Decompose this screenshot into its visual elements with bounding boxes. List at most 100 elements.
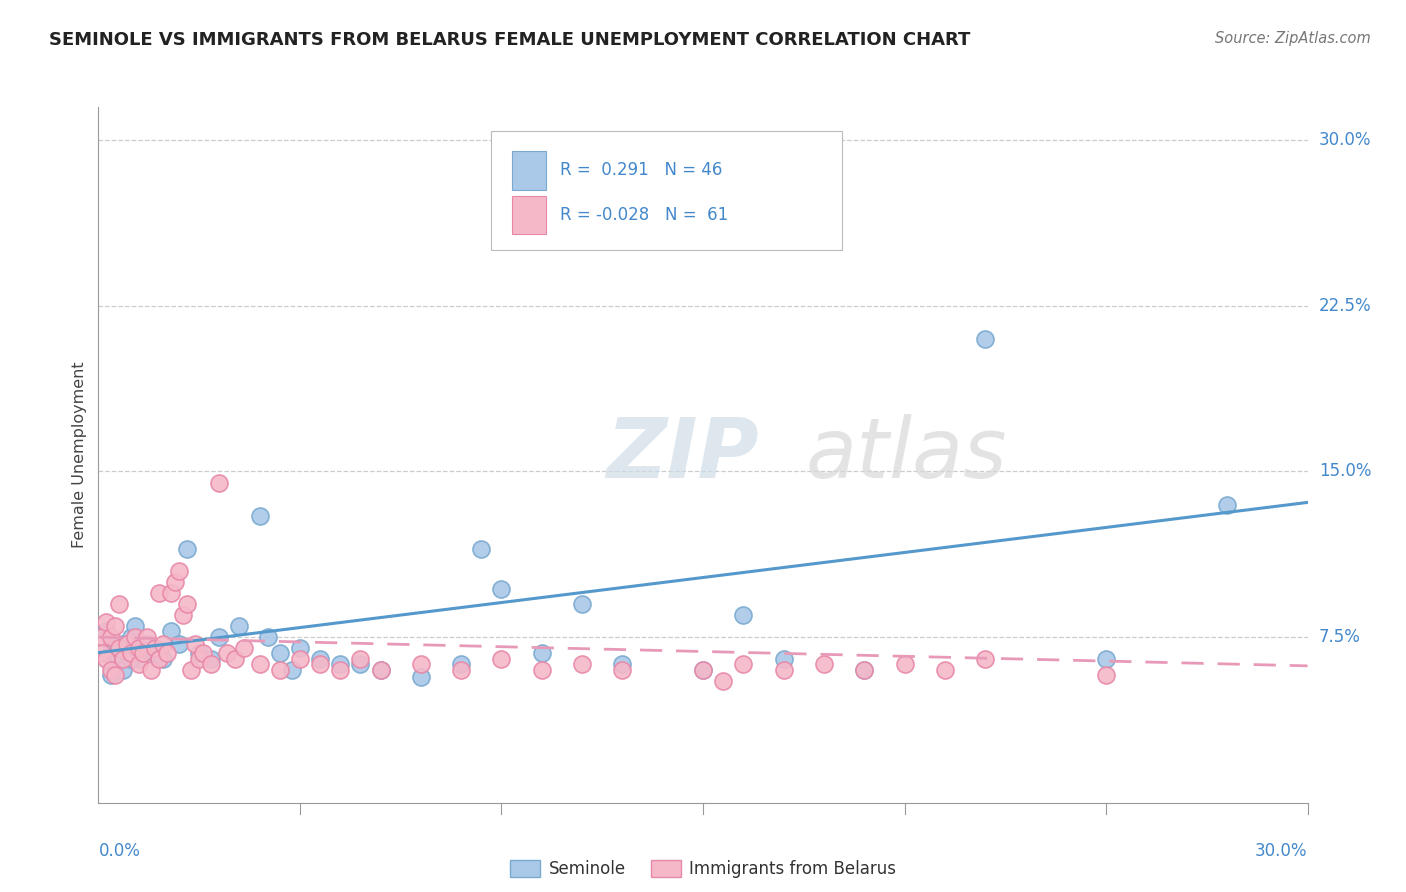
Point xyxy=(200,652,222,666)
Point xyxy=(139,663,162,677)
Point xyxy=(115,646,138,660)
Point xyxy=(111,663,134,677)
Point xyxy=(128,641,150,656)
Point xyxy=(772,652,794,666)
Point xyxy=(167,564,190,578)
Point xyxy=(853,663,876,677)
Point xyxy=(103,667,125,681)
Point xyxy=(96,652,118,666)
Point xyxy=(124,630,146,644)
Point xyxy=(148,586,170,600)
Point xyxy=(103,619,125,633)
Point xyxy=(288,652,311,666)
Text: Source: ZipAtlas.com: Source: ZipAtlas.com xyxy=(1215,31,1371,46)
Point xyxy=(120,646,142,660)
Point xyxy=(571,597,593,611)
Legend: Seminole, Immigrants from Belarus: Seminole, Immigrants from Belarus xyxy=(503,854,903,885)
Point xyxy=(115,637,138,651)
Point xyxy=(309,657,332,671)
Point xyxy=(152,637,174,651)
Point xyxy=(281,663,304,677)
Point xyxy=(107,652,129,666)
Point xyxy=(208,475,231,490)
Point xyxy=(217,646,239,660)
Point xyxy=(135,637,157,651)
Point xyxy=(269,646,291,660)
Point xyxy=(974,652,997,666)
Point xyxy=(491,582,513,596)
Point xyxy=(143,641,166,656)
Point xyxy=(450,663,472,677)
Point xyxy=(176,541,198,556)
Point xyxy=(491,652,513,666)
Point xyxy=(107,641,129,656)
Point xyxy=(934,663,956,677)
Point xyxy=(370,663,392,677)
Point xyxy=(167,637,190,651)
Point xyxy=(132,646,155,660)
Point xyxy=(612,657,634,671)
Point xyxy=(163,574,186,589)
FancyBboxPatch shape xyxy=(492,131,842,250)
Point xyxy=(733,608,755,623)
Point xyxy=(288,641,311,656)
Point xyxy=(692,663,714,677)
Point xyxy=(269,663,291,677)
Point xyxy=(103,646,125,660)
Point xyxy=(733,657,755,671)
Point xyxy=(160,586,183,600)
Point xyxy=(772,663,794,677)
Point xyxy=(612,663,634,677)
Point xyxy=(107,597,129,611)
Point xyxy=(349,652,371,666)
Text: R = -0.028   N =  61: R = -0.028 N = 61 xyxy=(561,206,728,224)
Point xyxy=(143,646,166,660)
Text: R =  0.291   N = 46: R = 0.291 N = 46 xyxy=(561,161,723,179)
Point xyxy=(188,652,211,666)
Point xyxy=(96,615,118,629)
Point xyxy=(172,608,194,623)
Point xyxy=(329,663,352,677)
Point xyxy=(124,619,146,633)
Point xyxy=(100,667,122,681)
Point xyxy=(135,630,157,644)
Point xyxy=(813,657,835,671)
Text: 0.0%: 0.0% xyxy=(98,842,141,860)
Point xyxy=(184,637,207,651)
Point xyxy=(530,646,553,660)
Point xyxy=(120,630,142,644)
FancyBboxPatch shape xyxy=(512,152,546,190)
Point xyxy=(156,646,179,660)
Text: atlas: atlas xyxy=(806,415,1008,495)
Point xyxy=(711,674,734,689)
Point xyxy=(530,663,553,677)
Point xyxy=(349,657,371,671)
Text: 15.0%: 15.0% xyxy=(1319,462,1371,481)
Text: 30.0%: 30.0% xyxy=(1319,131,1371,149)
Point xyxy=(91,630,114,644)
Point xyxy=(128,652,150,666)
Text: SEMINOLE VS IMMIGRANTS FROM BELARUS FEMALE UNEMPLOYMENT CORRELATION CHART: SEMINOLE VS IMMIGRANTS FROM BELARUS FEMA… xyxy=(49,31,970,49)
Point xyxy=(111,652,134,666)
Text: 7.5%: 7.5% xyxy=(1319,628,1361,646)
Point xyxy=(100,637,122,651)
Point xyxy=(692,663,714,677)
Point xyxy=(232,641,254,656)
Point xyxy=(309,652,332,666)
Text: 30.0%: 30.0% xyxy=(1256,842,1308,860)
Point xyxy=(111,637,134,651)
Point xyxy=(974,332,997,346)
Point xyxy=(1216,498,1239,512)
Point xyxy=(256,630,278,644)
Point xyxy=(1095,667,1118,681)
Y-axis label: Female Unemployment: Female Unemployment xyxy=(72,361,87,549)
Point xyxy=(120,652,142,666)
Point xyxy=(853,663,876,677)
Point xyxy=(128,657,150,671)
Point xyxy=(152,652,174,666)
Point xyxy=(228,619,250,633)
Point xyxy=(91,646,114,660)
Point xyxy=(103,641,125,656)
Point xyxy=(176,597,198,611)
Text: ZIP: ZIP xyxy=(606,415,759,495)
